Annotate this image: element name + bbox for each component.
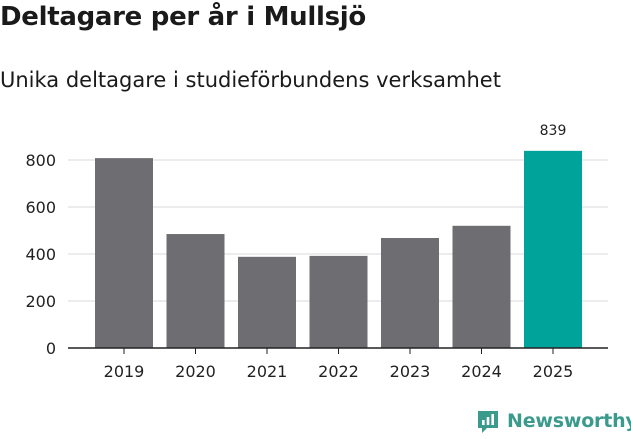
x-tick-label: 2023: [390, 362, 431, 381]
brand-name: Newsworthy: [507, 410, 631, 432]
bars: [95, 150, 582, 348]
bar-2024: [452, 225, 511, 348]
y-axis-ticks: 0 200 400 600 800: [25, 151, 56, 358]
x-tick-label: 2021: [247, 362, 288, 381]
bar-2022: [309, 255, 368, 348]
x-tick-label: 2020: [175, 362, 216, 381]
x-tick-label: 2022: [318, 362, 359, 381]
y-tick-label: 400: [25, 245, 56, 264]
y-tick-label: 600: [25, 198, 56, 217]
y-tick-label: 800: [25, 151, 56, 170]
chart-subtitle: Unika deltagare i studieförbundens verks…: [0, 68, 501, 92]
bar-2023: [381, 238, 439, 348]
x-tick-label: 2024: [461, 362, 502, 381]
y-tick-label: 200: [25, 292, 56, 311]
x-tick-label: 2025: [533, 362, 574, 381]
bar-2021: [238, 256, 296, 348]
bar-2019: [95, 158, 153, 348]
y-tick-label: 0: [46, 339, 56, 358]
newsworthy-logo-icon: [478, 411, 498, 433]
x-tick-label: 2019: [104, 362, 145, 381]
bar-2025: [524, 150, 582, 348]
data-label: 839: [540, 123, 567, 139]
bar-2020: [166, 234, 225, 348]
data-labels: 839: [540, 123, 567, 139]
chart-title: Deltagare per år i Mullsjö: [0, 2, 366, 32]
brand-logo: Newsworthy: [475, 408, 631, 434]
x-axis-ticks: 2019 2020 2021 2022 2023 2024 2025: [104, 348, 574, 381]
